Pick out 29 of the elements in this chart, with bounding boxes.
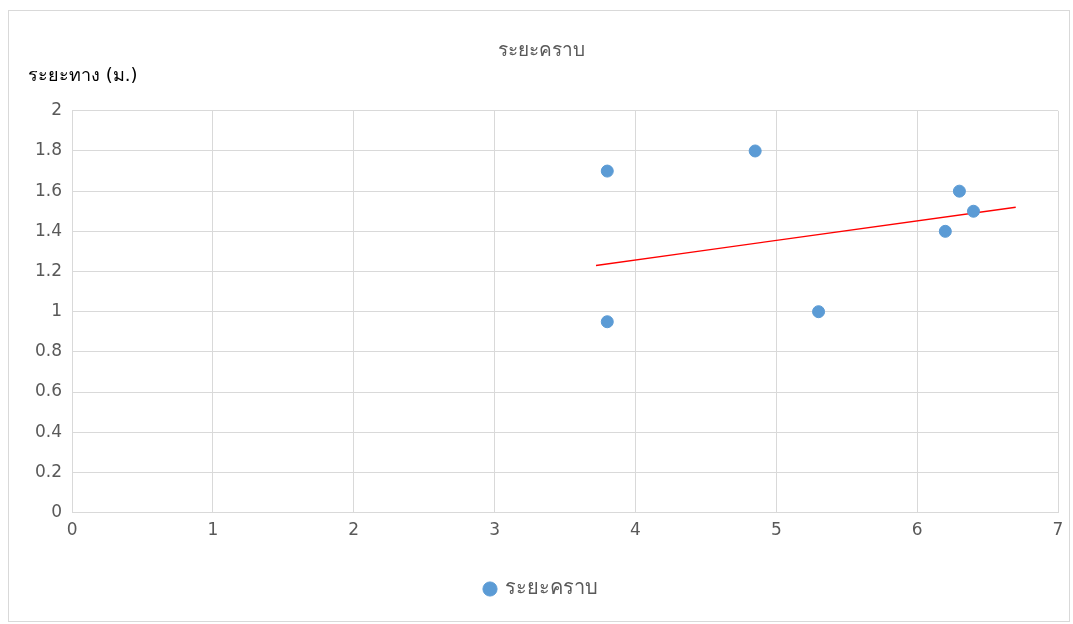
point <box>952 184 966 198</box>
x-tick-label: 0 <box>66 519 78 540</box>
x-tick-label: 5 <box>770 519 782 540</box>
x-tick-label: 6 <box>911 519 923 540</box>
x-tick-label: 7 <box>1052 519 1064 540</box>
x-tick-label: 3 <box>489 519 501 540</box>
y-tick-label: 1.6 <box>34 179 63 200</box>
x-tick-label: 2 <box>348 519 360 540</box>
chart-title: ระยะคราบ <box>498 38 585 61</box>
y-tick-label: 0.4 <box>34 420 63 441</box>
y-tick-label: 1.2 <box>34 259 63 280</box>
y-tick-label: 1.4 <box>34 219 63 240</box>
point <box>748 144 762 158</box>
y-axis-title: ระยะทาง (ม.) <box>28 63 138 85</box>
point <box>938 224 952 238</box>
y-tick-label: 2 <box>51 99 63 120</box>
legend-label: ระยะคราบ <box>505 575 598 600</box>
y-tick-label: 0 <box>51 501 63 522</box>
point <box>966 204 980 218</box>
y-tick-label: 1.8 <box>34 139 63 160</box>
point <box>812 305 826 319</box>
y-tick-label: 1 <box>51 300 63 321</box>
y-tick-label: 0.8 <box>34 340 63 361</box>
x-tick-label: 4 <box>630 519 641 540</box>
point <box>600 164 614 178</box>
point <box>600 315 614 329</box>
y-tick-label: 0.2 <box>34 460 63 481</box>
y-tick-label: 0.6 <box>34 380 63 401</box>
x-tick-label: 1 <box>207 519 219 540</box>
